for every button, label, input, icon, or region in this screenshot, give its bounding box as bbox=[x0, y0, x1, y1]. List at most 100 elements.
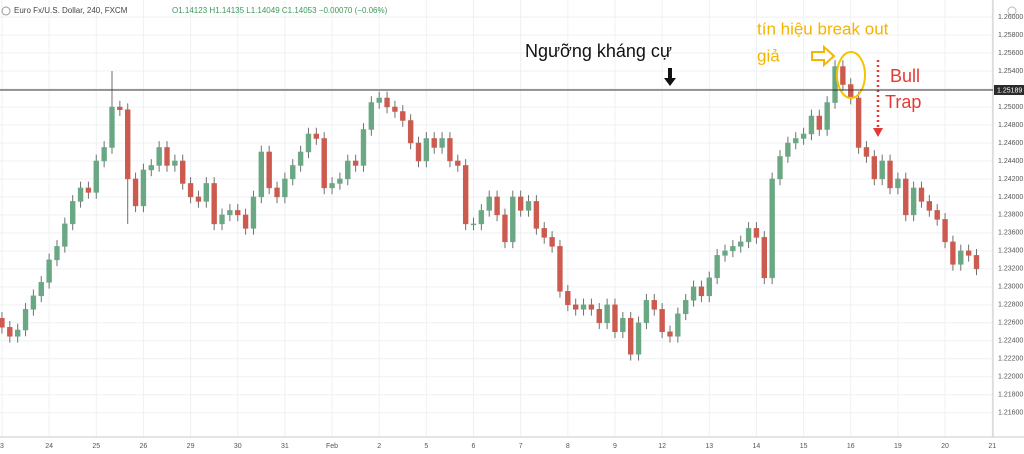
candle-body bbox=[337, 178, 343, 184]
candle-body bbox=[400, 111, 406, 121]
candle-body bbox=[274, 187, 280, 198]
candle-body bbox=[290, 165, 296, 180]
candle-body bbox=[628, 318, 634, 355]
candle-body bbox=[384, 97, 390, 108]
down-arrow bbox=[664, 68, 676, 86]
candle-body bbox=[596, 309, 602, 324]
candle-body bbox=[258, 151, 265, 198]
candle-body bbox=[580, 304, 587, 310]
red-arrowhead bbox=[873, 128, 883, 137]
candle-body bbox=[415, 142, 422, 162]
candle-body bbox=[30, 295, 37, 310]
candle-body bbox=[117, 106, 123, 110]
candle-body bbox=[800, 133, 807, 139]
annotation-resistance: Ngưỡng kháng cự bbox=[525, 41, 672, 61]
annotation-trap: Trap bbox=[885, 92, 921, 112]
y-tick-label: 1.23400 bbox=[998, 248, 1023, 255]
candle-body bbox=[321, 138, 327, 189]
candle-body bbox=[871, 156, 878, 180]
candle-body bbox=[643, 300, 650, 324]
candle-body bbox=[187, 183, 194, 198]
x-tick-label: 15 bbox=[800, 443, 808, 450]
candle-body bbox=[761, 237, 767, 279]
candle-body bbox=[934, 210, 940, 220]
candle-body bbox=[368, 102, 375, 130]
candle-body bbox=[423, 138, 430, 162]
candle-body bbox=[407, 120, 414, 144]
x-tick-label: 14 bbox=[753, 443, 761, 450]
candle-body bbox=[793, 138, 799, 144]
highlight-ellipse bbox=[836, 51, 866, 99]
candle-body bbox=[242, 214, 249, 229]
candle-body bbox=[392, 106, 398, 112]
y-tick-label: 1.22000 bbox=[998, 374, 1023, 381]
x-tick-label: 19 bbox=[894, 443, 902, 450]
candle-body bbox=[683, 300, 689, 315]
yellow-arrow bbox=[811, 44, 836, 68]
x-tick-label: 3 bbox=[0, 443, 4, 450]
y-tick-label: 1.23200 bbox=[998, 266, 1023, 273]
x-tick-label: 7 bbox=[519, 443, 523, 450]
x-tick-label: 26 bbox=[140, 443, 148, 450]
candle-body bbox=[180, 160, 186, 184]
candle-body bbox=[455, 160, 461, 166]
y-tick-label: 1.23000 bbox=[998, 284, 1023, 291]
candle-body bbox=[926, 201, 933, 211]
annotation-bull: Bull bbox=[890, 66, 920, 86]
candle-body bbox=[557, 246, 563, 292]
candle-body bbox=[297, 151, 304, 166]
candle-body bbox=[651, 300, 657, 310]
candle-body bbox=[156, 147, 162, 166]
x-tick-label: 13 bbox=[705, 443, 713, 450]
candle-body bbox=[352, 160, 359, 166]
y-tick-label: 1.24600 bbox=[998, 140, 1023, 147]
x-tick-label: 9 bbox=[613, 443, 617, 450]
candle-body bbox=[840, 66, 846, 85]
candle-body bbox=[470, 223, 477, 226]
candle-body bbox=[745, 228, 752, 243]
candle-body bbox=[753, 228, 760, 238]
candle-body bbox=[730, 246, 736, 252]
candle-body bbox=[494, 196, 500, 216]
candle-body bbox=[77, 187, 84, 202]
candle-body bbox=[549, 237, 555, 247]
candle-body bbox=[93, 160, 99, 193]
candle-body bbox=[439, 138, 445, 148]
candle-body bbox=[942, 219, 948, 243]
candle-body bbox=[125, 109, 131, 180]
candle-body bbox=[659, 309, 665, 333]
candle-body bbox=[848, 84, 854, 99]
candle-body bbox=[22, 309, 29, 331]
candle-body bbox=[910, 187, 917, 216]
symbol-icon[interactable] bbox=[1, 6, 11, 16]
x-tick-label: 29 bbox=[187, 443, 195, 450]
candle-body bbox=[211, 183, 217, 225]
candle-body bbox=[195, 196, 202, 202]
candle-body bbox=[345, 160, 351, 180]
y-tick-label: 1.21800 bbox=[998, 392, 1023, 399]
y-tick-label: 1.25400 bbox=[998, 68, 1023, 75]
candle-body bbox=[203, 183, 209, 202]
candle-body bbox=[950, 241, 956, 265]
price-label: 1.25189 bbox=[997, 87, 1022, 94]
symbol-title: Euro Fx/U.S. Dollar, 240, FXCM bbox=[14, 6, 128, 15]
settings-icon[interactable] bbox=[1007, 6, 1017, 16]
y-tick-label: 1.22200 bbox=[998, 356, 1023, 363]
x-tick-label: 21 bbox=[988, 443, 996, 450]
x-tick-label: 20 bbox=[941, 443, 949, 450]
candle-body bbox=[887, 160, 893, 189]
annotation-fake-breakout: tín hiệu break out bbox=[757, 19, 889, 38]
y-tick-label: 1.22800 bbox=[998, 302, 1023, 309]
candle-body bbox=[879, 160, 885, 180]
candle-body bbox=[958, 250, 964, 265]
candle-body bbox=[85, 187, 92, 193]
candle-body bbox=[164, 147, 170, 166]
candle-body bbox=[486, 196, 492, 211]
y-tick-label: 1.25000 bbox=[998, 104, 1023, 111]
candle-body bbox=[250, 196, 257, 229]
y-tick-label: 1.24400 bbox=[998, 158, 1023, 165]
ohlc-header: O1.14123 H1.14135 L1.14049 C1.14053 −0.0… bbox=[172, 6, 388, 15]
candle-body bbox=[525, 201, 532, 211]
candle-body bbox=[572, 304, 579, 310]
candle-body bbox=[502, 214, 508, 243]
